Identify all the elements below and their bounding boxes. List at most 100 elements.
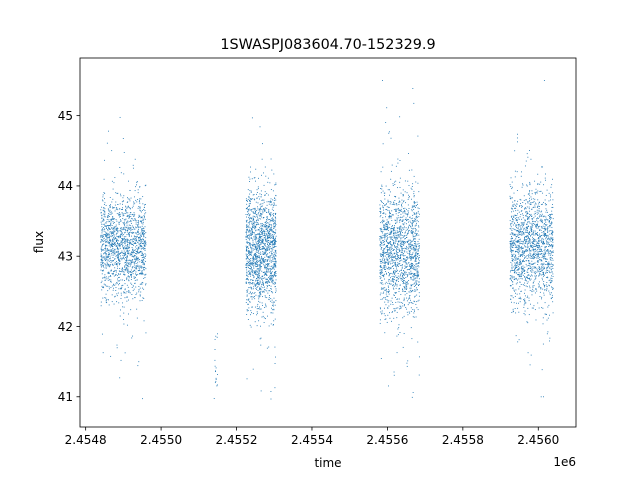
- data-point: [268, 249, 270, 251]
- data-point: [109, 253, 111, 255]
- data-point: [411, 186, 413, 187]
- data-point: [270, 279, 272, 281]
- data-point: [539, 274, 541, 276]
- data-point: [272, 258, 274, 260]
- data-point: [134, 276, 136, 278]
- data-point: [406, 247, 408, 249]
- data-point: [111, 206, 113, 208]
- data-point: [135, 253, 137, 255]
- data-point: [106, 261, 108, 263]
- data-point: [141, 245, 143, 247]
- data-point: [130, 214, 132, 216]
- data-point: [407, 304, 409, 306]
- data-point: [111, 212, 113, 214]
- data-point: [411, 241, 413, 242]
- data-point: [116, 275, 118, 277]
- data-point: [269, 231, 270, 232]
- data-point: [528, 314, 530, 316]
- data-point: [275, 258, 276, 260]
- data-point: [115, 289, 117, 291]
- data-point: [416, 233, 418, 234]
- data-point: [380, 229, 382, 231]
- data-point: [384, 198, 386, 200]
- data-point: [109, 206, 111, 208]
- data-point: [141, 255, 143, 256]
- data-point: [136, 308, 138, 310]
- data-point: [400, 239, 402, 241]
- data-point: [274, 258, 276, 260]
- data-point: [130, 263, 132, 264]
- data-point: [114, 258, 116, 260]
- data-point: [537, 183, 539, 185]
- data-point: [393, 294, 395, 296]
- data-point: [249, 265, 251, 267]
- data-point: [130, 261, 132, 262]
- data-point: [143, 245, 145, 247]
- data-point: [142, 227, 144, 229]
- data-point: [402, 189, 404, 191]
- data-point: [259, 126, 261, 128]
- data-point: [415, 263, 417, 265]
- data-point: [248, 262, 249, 263]
- data-point: [407, 240, 409, 242]
- data-point: [105, 254, 107, 256]
- data-point: [258, 255, 260, 257]
- data-point: [414, 278, 416, 280]
- data-point: [519, 240, 521, 242]
- data-point: [398, 209, 400, 211]
- data-point: [515, 266, 517, 268]
- data-point: [253, 194, 255, 196]
- data-point: [409, 251, 411, 253]
- data-point: [101, 270, 103, 271]
- data-point: [265, 247, 267, 249]
- data-point: [115, 234, 117, 236]
- data-point: [216, 384, 218, 386]
- data-point: [256, 237, 258, 239]
- data-point: [269, 258, 271, 260]
- data-point: [119, 253, 121, 255]
- data-point: [253, 277, 255, 279]
- data-point: [255, 287, 257, 289]
- data-point: [257, 269, 259, 271]
- data-point: [246, 309, 248, 311]
- data-point: [139, 273, 141, 275]
- data-point: [388, 267, 390, 268]
- data-point: [252, 313, 254, 315]
- data-point: [257, 274, 259, 276]
- data-point: [268, 247, 270, 249]
- data-point: [270, 260, 272, 262]
- data-point: [404, 286, 406, 288]
- data-point: [101, 229, 103, 231]
- data-point: [412, 276, 414, 278]
- data-point: [530, 234, 532, 236]
- data-point: [248, 263, 250, 265]
- data-point: [418, 274, 420, 276]
- data-point: [392, 229, 394, 231]
- data-point: [271, 241, 273, 243]
- data-point: [128, 246, 130, 248]
- data-point: [393, 237, 395, 239]
- data-point: [271, 301, 273, 303]
- data-point: [213, 398, 215, 399]
- data-point: [271, 234, 273, 236]
- data-point: [270, 252, 272, 254]
- data-point: [392, 232, 394, 234]
- data-point: [391, 253, 393, 255]
- data-point: [404, 271, 406, 273]
- data-point: [407, 180, 409, 182]
- data-point: [406, 292, 408, 294]
- data-point: [252, 240, 254, 242]
- data-point: [253, 177, 255, 179]
- data-point: [408, 254, 410, 256]
- data-point: [274, 243, 276, 245]
- data-point: [255, 246, 257, 248]
- data-point: [101, 232, 103, 234]
- data-point: [415, 301, 417, 303]
- data-point: [395, 261, 397, 263]
- data-point: [259, 247, 261, 248]
- data-point: [103, 234, 105, 236]
- data-point: [258, 295, 260, 297]
- data-point: [269, 234, 270, 236]
- data-point: [115, 243, 117, 245]
- data-point: [414, 310, 415, 312]
